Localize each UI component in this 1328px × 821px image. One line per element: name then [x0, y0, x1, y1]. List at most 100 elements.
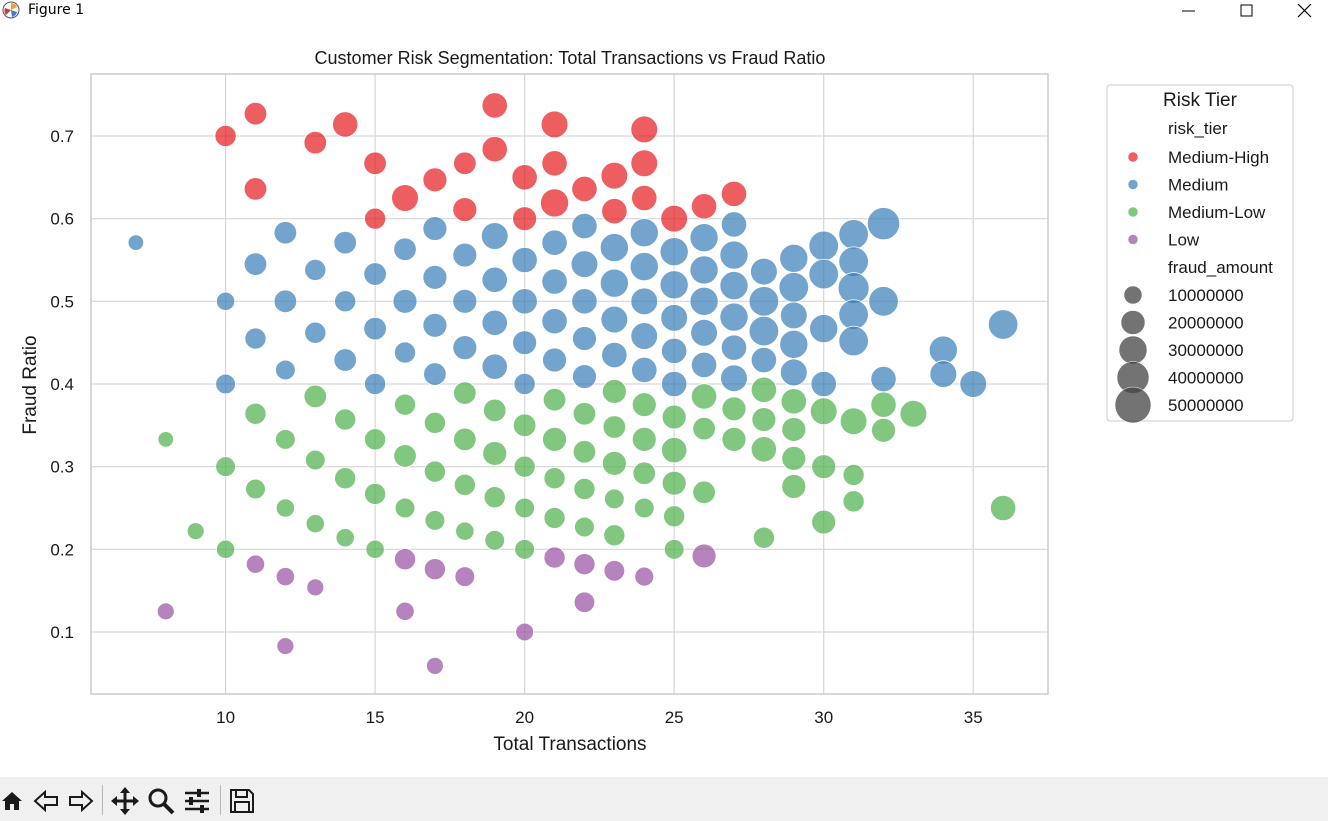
pan-button[interactable]: [111, 787, 139, 815]
point-medium-low: [423, 411, 446, 434]
chart-title: Customer Risk Segmentation: Total Transa…: [315, 48, 826, 68]
point-medium-low: [305, 514, 325, 534]
point-medium: [571, 213, 598, 240]
point-medium: [750, 257, 778, 286]
point-medium: [422, 216, 448, 241]
point-medium-low: [839, 407, 868, 436]
point-medium-low: [633, 497, 655, 519]
point-medium: [570, 250, 599, 278]
point-medium: [393, 237, 417, 261]
point-medium: [511, 288, 538, 315]
point-medium-low: [661, 437, 688, 464]
point-medium: [810, 370, 837, 398]
legend-size-label: 50000000: [1168, 396, 1244, 415]
point-medium: [690, 318, 718, 347]
point-low: [395, 601, 415, 621]
configure-subplots-icon: [185, 789, 209, 813]
legend-label: Medium-Low: [1168, 203, 1266, 222]
legend-size-marker: [1118, 335, 1148, 365]
point-medium: [870, 365, 897, 393]
point-medium: [866, 207, 901, 241]
point-medium-low: [215, 456, 236, 477]
x-tick-label: 10: [216, 708, 235, 727]
point-medium-low: [572, 402, 597, 426]
point-low: [156, 602, 175, 621]
point-medium-low: [601, 450, 627, 476]
point-medium: [599, 268, 629, 298]
point-medium-high: [511, 164, 538, 191]
point-medium-low: [215, 539, 236, 559]
back-button[interactable]: [33, 787, 61, 815]
minimize-icon: [1182, 10, 1195, 12]
scatter-chart: 10 15 20 25 30 35 0.1 0.2 0.3 0.4 0.5 0.6 0.7 Custom…: [20, 48, 1294, 755]
window-titlebar: Figure 1: [0, 0, 1328, 22]
point-medium: [273, 221, 298, 245]
save-icon: [230, 789, 254, 813]
point-medium: [243, 252, 268, 276]
point-medium-high: [453, 151, 477, 175]
point-medium: [452, 335, 478, 361]
legend-marker: [1127, 206, 1139, 218]
point-medium: [512, 330, 538, 356]
legend-frame: [1106, 84, 1294, 422]
maximize-button[interactable]: [1224, 0, 1270, 22]
point-medium-low: [752, 526, 775, 549]
point-medium: [513, 372, 536, 395]
point-medium: [868, 286, 899, 317]
point-medium-low: [542, 388, 567, 412]
point-medium-low: [275, 429, 296, 450]
legend-size-entries: 10000000 20000000 30000000 40000000 50000000: [1114, 285, 1244, 424]
point-medium: [452, 242, 478, 268]
point-medium-low: [990, 494, 1017, 522]
point-medium: [959, 370, 988, 398]
legend-label: Medium-High: [1168, 148, 1269, 167]
point-medium-low: [781, 445, 807, 471]
pan-icon: [111, 787, 139, 815]
forward-button[interactable]: [66, 787, 94, 815]
point-medium: [690, 351, 718, 379]
point-medium: [541, 268, 568, 295]
zoom-button[interactable]: [147, 787, 175, 815]
legend-size-label: 20000000: [1168, 314, 1244, 333]
point-medium: [659, 270, 689, 300]
point-medium-low: [244, 402, 267, 425]
point-medium: [779, 301, 808, 330]
point-medium-high: [481, 92, 508, 119]
legend-size-label: 30000000: [1168, 341, 1244, 360]
point-medium-low: [364, 482, 387, 505]
legend-size-marker: [1114, 386, 1152, 424]
point-medium: [541, 229, 568, 256]
point-medium-high: [512, 206, 538, 232]
point-medium-low: [542, 426, 567, 452]
minimize-button[interactable]: [1166, 0, 1212, 22]
point-medium: [838, 219, 869, 250]
point-medium: [304, 258, 327, 281]
legend-size-label: 10000000: [1168, 286, 1244, 305]
point-medium: [748, 315, 780, 347]
point-medium-low: [186, 522, 205, 541]
home-button[interactable]: [0, 787, 28, 815]
point-low: [515, 622, 534, 642]
point-medium: [720, 211, 748, 238]
point-low: [245, 554, 266, 574]
save-button[interactable]: [228, 787, 256, 815]
x-tick-label: 20: [515, 708, 534, 727]
point-medium-high: [214, 125, 237, 148]
configure-subplots-button[interactable]: [183, 787, 211, 815]
grid: [91, 74, 1048, 694]
close-button[interactable]: [1282, 0, 1328, 22]
matplotlib-app-icon: [2, 1, 20, 19]
point-low: [691, 543, 717, 569]
point-low: [634, 566, 655, 587]
point-medium-low: [512, 413, 537, 438]
point-medium: [275, 359, 296, 381]
point-medium: [481, 353, 508, 380]
point-medium: [837, 272, 870, 305]
point-medium: [719, 271, 749, 301]
point-medium-low: [453, 427, 477, 452]
plot-frame: [90, 73, 1049, 695]
point-medium-low: [631, 426, 657, 452]
point-medium: [127, 234, 145, 251]
point-medium: [572, 326, 597, 351]
point-medium-low: [514, 497, 535, 519]
